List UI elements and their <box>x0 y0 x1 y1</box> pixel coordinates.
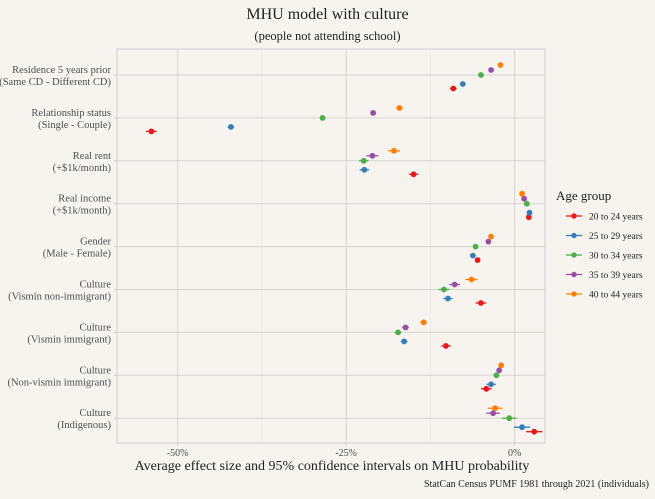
y-tick-label-line2: (Vismin immigrant) <box>27 334 111 345</box>
y-tick-label-line1: Residence 5 years prior <box>12 65 111 76</box>
y-tick-label-line2: (Non-vismin immigrant) <box>7 377 111 388</box>
legend-label: 40 to 44 years <box>589 291 643 301</box>
y-tick-label-line1: Real rent <box>73 151 111 162</box>
data-point <box>468 276 475 283</box>
data-point <box>526 209 533 216</box>
data-point <box>478 72 484 78</box>
data-point <box>445 295 451 302</box>
y-tick-label-line1: Gender <box>80 237 111 248</box>
legend-key-point <box>571 291 577 297</box>
data-point <box>488 67 494 73</box>
legend-key-point <box>571 232 577 239</box>
legend-label: 25 to 29 years <box>589 232 643 242</box>
data-point <box>148 128 155 135</box>
data-point <box>496 367 503 374</box>
data-point <box>519 190 525 197</box>
data-point <box>498 362 505 369</box>
x-tick-label: -25% <box>335 448 357 459</box>
y-tick-label-line2: (Indigenous) <box>57 420 111 431</box>
legend-key-point <box>571 271 577 278</box>
data-point <box>360 157 367 164</box>
data-point <box>469 252 476 259</box>
data-point <box>361 166 368 173</box>
x-axis-label: Average effect size and 95% confidence i… <box>134 459 530 474</box>
y-tick-label-line1: Real income <box>58 194 111 205</box>
data-point <box>519 424 525 431</box>
y-tick-label-line1: Culture <box>80 280 112 291</box>
data-point <box>228 124 234 130</box>
data-point <box>488 381 494 388</box>
data-marks <box>145 62 543 435</box>
y-tick-label-line2: (Vismin non-immigrant) <box>8 292 111 303</box>
data-point <box>391 147 397 154</box>
plot-panel <box>116 48 546 444</box>
y-axis-labels: Residence 5 years prior(Same CD - Differ… <box>0 65 117 431</box>
legend-label: 30 to 34 years <box>589 252 643 262</box>
x-tick-label: -50% <box>167 448 189 459</box>
data-point <box>420 319 427 326</box>
legend: Age group 20 to 24 years 25 to 29 years 30… <box>556 188 643 301</box>
data-point <box>443 343 449 349</box>
legend-key-point <box>571 252 577 258</box>
data-point <box>506 415 513 422</box>
legend-label: 20 to 24 years <box>589 213 643 223</box>
y-tick-label-line2: (Male - Female) <box>43 249 112 260</box>
x-axis-ticks: -50% -25% 0% <box>167 443 521 459</box>
chart-title: MHU model with culture <box>246 6 409 23</box>
data-point <box>459 81 466 87</box>
data-point <box>521 195 528 202</box>
y-tick-label-line1: Culture <box>80 322 112 333</box>
data-point <box>523 200 530 207</box>
data-point <box>492 405 499 412</box>
chart-subtitle: (people not attending school) <box>254 29 401 43</box>
y-tick-label-line1: Relationship status <box>31 108 111 119</box>
data-point <box>474 257 481 263</box>
data-point <box>370 110 377 116</box>
data-point <box>402 324 409 331</box>
y-tick-label-line1: Culture <box>80 408 112 419</box>
legend-title: Age group <box>556 188 611 203</box>
data-point <box>488 233 494 240</box>
y-tick-label-line2: (Single - Couple) <box>38 120 111 131</box>
data-point <box>401 338 408 345</box>
data-point <box>440 286 447 293</box>
legend-label: 35 to 39 years <box>589 271 643 281</box>
legend-key-point <box>571 213 577 219</box>
chart-caption: StatCan Census PUMF 1981 through 2021 (i… <box>423 479 649 490</box>
y-tick-label-line2: (+$1k/month) <box>53 163 112 174</box>
data-point <box>410 171 417 178</box>
data-point <box>531 428 538 435</box>
data-point <box>497 62 504 68</box>
data-point <box>525 214 532 221</box>
gridlines <box>117 49 545 443</box>
y-tick-label-line2: (+$1k/month) <box>53 206 112 217</box>
x-tick-label: 0% <box>508 448 521 459</box>
data-point <box>485 238 492 245</box>
y-tick-label-line1: Culture <box>80 365 112 376</box>
y-tick-label-line2: (Same CD - Different CD) <box>0 77 112 88</box>
data-point <box>396 105 403 111</box>
data-point <box>490 410 497 417</box>
data-point <box>478 300 484 306</box>
data-point <box>450 85 457 92</box>
data-point <box>319 115 326 121</box>
data-point <box>493 372 500 379</box>
data-point <box>483 385 490 392</box>
data-point <box>395 329 401 336</box>
data-point <box>451 281 458 288</box>
data-point <box>472 243 479 250</box>
data-point <box>369 152 376 159</box>
